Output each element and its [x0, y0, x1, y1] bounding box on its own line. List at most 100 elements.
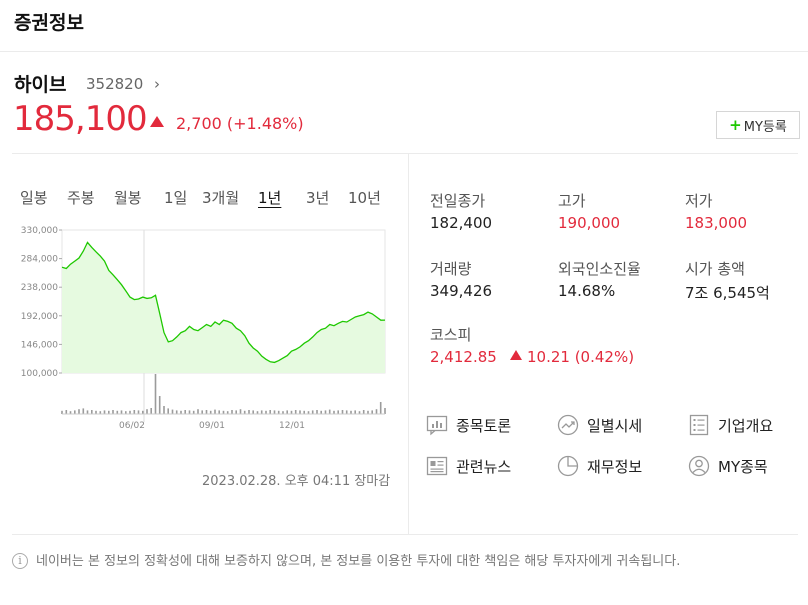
volume-bar — [239, 409, 242, 414]
volume-bar — [294, 410, 297, 414]
volume-bar — [290, 410, 293, 414]
low-value: 183,000 — [685, 214, 748, 232]
volume-bar — [256, 411, 259, 414]
y-tick-label: 192,000 — [21, 312, 58, 322]
chat-icon — [426, 414, 448, 436]
volume-bar — [69, 411, 72, 414]
info-icon: i — [12, 553, 28, 569]
related-news-link[interactable]: 관련뉴스 — [426, 455, 511, 477]
divider-vertical — [408, 154, 409, 534]
tab-weekly[interactable]: 주봉 — [67, 189, 95, 207]
volume-bar — [133, 410, 136, 414]
header: 증권정보 — [0, 0, 808, 52]
volume-bar — [303, 410, 305, 414]
volume-bar — [120, 410, 123, 414]
financial-info-link[interactable]: 재무정보 — [557, 455, 642, 477]
tab-3year[interactable]: 3년 — [306, 189, 330, 207]
user-icon — [688, 455, 710, 477]
volume-bar — [379, 402, 382, 414]
trend-icon — [557, 414, 579, 436]
volume-bar — [248, 410, 250, 414]
news-icon — [426, 455, 448, 477]
x-tick-label: 09/01 — [199, 421, 225, 430]
up-triangle-icon — [510, 350, 522, 360]
volume-bar — [384, 408, 386, 414]
volume-bar — [328, 409, 331, 414]
divider — [12, 153, 798, 154]
volume-bar — [231, 410, 233, 414]
volume-bar — [324, 410, 327, 414]
current-price: 185,100 — [13, 99, 148, 139]
volume-bar — [197, 409, 199, 414]
add-my-stock-button[interactable]: + MY등록 — [716, 111, 800, 139]
stock-code[interactable]: 352820 — [86, 75, 144, 93]
y-tick-label: 100,000 — [21, 369, 58, 379]
stock-name[interactable]: 하이브 — [14, 74, 67, 96]
volume-label: 거래량 — [430, 260, 472, 278]
list-icon — [688, 414, 710, 436]
volume-bar — [142, 410, 144, 414]
volume-bar — [116, 410, 119, 414]
volume-bar — [91, 410, 93, 414]
y-tick-label: 238,000 — [21, 283, 58, 293]
price-chart[interactable]: 330,000 284,000 238,000 192,000 146,000 100,0… — [14, 222, 389, 430]
prev-close-value: 182,400 — [430, 214, 493, 232]
foreign-ratio-value: 14.68% — [558, 282, 616, 300]
y-tick-label: 330,000 — [21, 226, 58, 236]
tab-monthly[interactable]: 월봉 — [114, 189, 142, 207]
volume-bar — [146, 409, 148, 414]
price-line — [61, 241, 386, 364]
kospi-change: 10.21 (0.42%) — [527, 348, 635, 366]
volume-bar — [108, 410, 110, 414]
volume-bar — [175, 410, 178, 414]
high-value: 190,000 — [558, 214, 621, 232]
section-title: 증권정보 — [14, 12, 84, 34]
volume-bar — [61, 410, 63, 414]
volume-bar — [86, 410, 89, 414]
discussion-label: 종목토론 — [456, 416, 512, 435]
volume-bar — [350, 410, 352, 414]
volume-bar — [362, 410, 365, 414]
divider — [12, 534, 798, 535]
volume-bar — [74, 410, 76, 414]
volume-bar — [95, 410, 97, 414]
volume-bar — [103, 410, 106, 414]
tab-1day[interactable]: 1일 — [164, 189, 188, 207]
volume-bar — [218, 410, 220, 414]
price-change: 2,700 (+1.48%) — [176, 114, 304, 133]
financial-info-label: 재무정보 — [587, 457, 643, 476]
volume-bar — [201, 410, 203, 414]
tab-1year[interactable]: 1년 — [258, 189, 282, 207]
my-stocks-link[interactable]: MY종목 — [688, 455, 768, 477]
daily-quotes-link[interactable]: 일별시세 — [557, 414, 642, 436]
change-amount: 2,700 — [176, 114, 222, 133]
chevron-right-icon[interactable]: › — [154, 75, 160, 93]
volume-bar — [269, 410, 271, 414]
volume-bar — [345, 410, 348, 414]
price-area — [62, 242, 385, 373]
volume-bar — [125, 411, 127, 414]
volume-bar — [282, 411, 284, 414]
timestamp: 2023.02.28. 오후 04:11 장마감 — [202, 474, 391, 489]
y-tick-label: 146,000 — [21, 340, 58, 350]
volume-bar — [188, 410, 191, 414]
volume-bar — [112, 410, 114, 414]
x-tick-label: 06/02 — [119, 421, 145, 430]
volume-bar — [222, 410, 225, 414]
disclaimer: i 네이버는 본 정보의 정확성에 대해 보증하지 않으며, 본 정보를 이용한… — [12, 552, 802, 572]
volume-bar — [82, 408, 85, 414]
tab-daily[interactable]: 일봉 — [20, 189, 48, 207]
volume-bar — [316, 410, 318, 414]
volume-bar — [273, 410, 276, 414]
tab-3month[interactable]: 3개월 — [202, 189, 240, 207]
company-overview-link[interactable]: 기업개요 — [688, 414, 773, 436]
volume-bar — [180, 410, 182, 414]
company-overview-label: 기업개요 — [718, 416, 774, 435]
tab-10year[interactable]: 10년 — [348, 189, 381, 207]
volume-bar — [235, 410, 237, 414]
volume-bar — [286, 410, 288, 414]
volume-bar — [371, 410, 373, 414]
volume-bar — [158, 396, 161, 414]
foreign-ratio-label: 외국인소진율 — [558, 260, 641, 278]
discussion-link[interactable]: 종목토론 — [426, 414, 511, 436]
